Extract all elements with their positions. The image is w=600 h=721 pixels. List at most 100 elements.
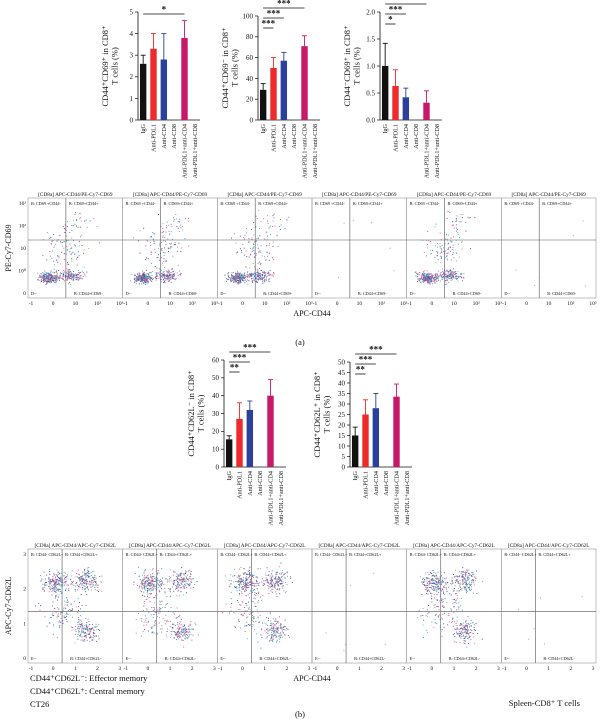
event-dot [232, 575, 234, 577]
event-dot [241, 593, 243, 595]
event-dot [184, 587, 186, 590]
event-dot [257, 592, 260, 594]
event-dot [270, 577, 272, 579]
event-dot [147, 275, 149, 277]
event-dot [434, 273, 437, 275]
event-dot [166, 621, 168, 623]
event-dot [255, 215, 257, 217]
event-dot [272, 623, 275, 625]
event-dot [437, 588, 439, 590]
event-dot [50, 275, 52, 277]
event-dot [149, 581, 151, 583]
event-dot [176, 595, 178, 597]
event-dot [140, 586, 143, 588]
event-dot [461, 576, 463, 578]
event-dot [280, 626, 282, 628]
event-dot [72, 273, 74, 275]
event-dot [250, 229, 252, 231]
bar-Anti-CD4 [402, 97, 410, 120]
event-dot [455, 593, 457, 595]
event-dot [451, 279, 453, 281]
event-dot [172, 570, 174, 572]
event-dot [452, 582, 454, 584]
event-dot [65, 271, 67, 273]
event-dot [144, 569, 146, 571]
event-dot [446, 279, 448, 281]
event-dot [159, 611, 161, 613]
event-dot [81, 627, 83, 629]
event-dot [428, 582, 430, 584]
x-tick-label: 0 [241, 666, 244, 672]
event-dot [59, 624, 61, 626]
flow-plot-title: [CD8a] APC-CD44/PE-Cy7-CD69 [133, 192, 208, 198]
event-dot [266, 251, 268, 253]
event-dot [257, 271, 259, 273]
event-dot [257, 281, 259, 283]
event-dot [80, 234, 82, 236]
y-tick-label: 3 [23, 552, 26, 558]
event-dot [238, 574, 240, 576]
event-dot [268, 593, 270, 595]
event-dot [230, 574, 232, 576]
event-dot [453, 268, 455, 270]
event-dot [463, 635, 465, 637]
event-dot [66, 225, 68, 227]
event-dot [273, 625, 275, 627]
event-dot [254, 585, 256, 587]
event-dot [44, 589, 46, 591]
event-dot [66, 578, 68, 580]
event-dot [228, 612, 230, 614]
event-dot [74, 253, 76, 255]
event-dot [79, 272, 81, 274]
event-dots [414, 211, 476, 285]
event-dot [61, 611, 63, 613]
event-dot [55, 596, 57, 598]
event-dot [445, 234, 447, 236]
event-dot [270, 580, 272, 582]
event-dot [92, 635, 94, 637]
event-dot [283, 590, 285, 592]
event-dot [444, 578, 446, 580]
event-dot [78, 569, 80, 571]
event-dot [420, 280, 422, 282]
event-dot [265, 276, 268, 278]
event-dot [43, 571, 45, 573]
event-dot [62, 579, 64, 581]
event-dot [57, 589, 59, 591]
event-dot [150, 626, 152, 628]
event-dot [456, 580, 458, 582]
event-dot [52, 576, 54, 578]
event-dot [465, 620, 467, 622]
event-dot [424, 585, 426, 587]
event-dot [460, 633, 463, 635]
event-dot [539, 276, 540, 278]
event-dot [65, 601, 67, 603]
event-dot [291, 582, 293, 584]
event-dot [163, 247, 166, 249]
event-dot [145, 581, 147, 583]
event-dot [446, 252, 448, 254]
event-dot [240, 614, 242, 616]
event-dot [68, 271, 70, 273]
event-dot [176, 272, 178, 274]
event-dot [40, 605, 42, 607]
event-dot [437, 279, 439, 281]
event-dot [277, 576, 279, 578]
event-dot [74, 589, 76, 591]
event-dot [144, 589, 146, 591]
event-dot [161, 262, 163, 264]
event-dot [432, 276, 434, 278]
y-tick-label: 20 [246, 96, 254, 104]
event-dot [151, 586, 153, 588]
event-dot [220, 611, 222, 613]
event-dot [83, 249, 85, 251]
event-dot [168, 269, 170, 271]
event-dot [45, 276, 47, 278]
event-dot [164, 266, 166, 269]
event-dot [79, 582, 82, 584]
event-dot [281, 583, 283, 585]
event-dot [178, 574, 180, 576]
event-dot [433, 605, 435, 607]
event-dot [59, 276, 61, 278]
event-dot [135, 619, 137, 621]
